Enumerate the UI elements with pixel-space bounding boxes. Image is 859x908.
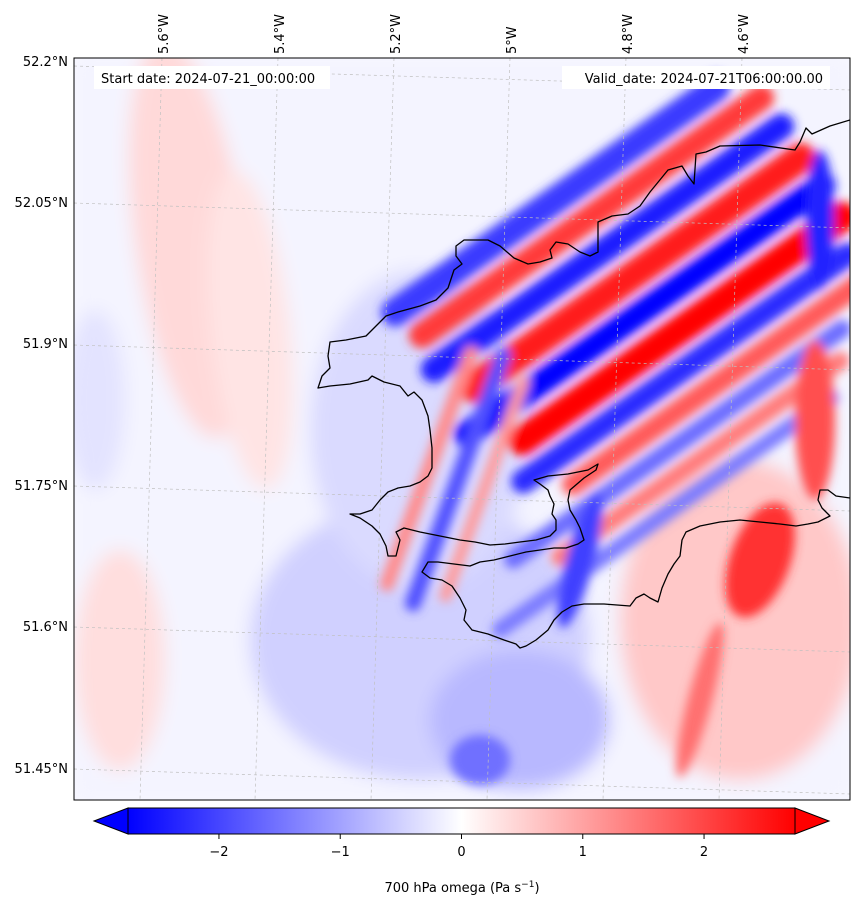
map-panel: Start date: 2024-07-21_00:00:00 Valid_da…	[73, 57, 851, 801]
lon-tick-label: 5.4°W	[273, 14, 288, 54]
wave-band-ascent-2	[420, 113, 795, 383]
south-ascent-streak-2	[450, 735, 510, 785]
lon-tick-label: 4.8°W	[621, 14, 636, 54]
central-band-descent-2	[439, 375, 530, 603]
colorbar-tick-label: −1	[331, 845, 350, 860]
lat-tick-label: 52.05°N	[15, 196, 68, 211]
wave-band-descent-1	[408, 84, 775, 349]
wave-band-descent-3	[507, 201, 850, 456]
colorbar-tick-label: −2	[209, 845, 228, 860]
lon-tick-label: 5.2°W	[389, 14, 404, 54]
wave-band-descent-4	[561, 268, 850, 496]
colorbar-extend-min	[92, 807, 129, 835]
lat-tick-label: 51.9°N	[23, 337, 68, 352]
lon-tick-labels: 5.6°W 5.4°W 5.2°W 5°W 4.8°W 4.6°W	[157, 14, 752, 54]
lon-tick-label: 5.6°W	[157, 14, 172, 54]
colorbar-tick-label: 2	[700, 845, 708, 860]
west-descent-band-2	[206, 170, 294, 490]
colorbar-label-close: )	[534, 881, 539, 896]
gridlines	[74, 58, 850, 800]
lat-tick-label: 52.2°N	[23, 55, 68, 70]
colorbar-tick-label: 0	[457, 845, 465, 860]
coastline	[317, 119, 850, 649]
central-band-descent	[379, 346, 479, 592]
east-edge-ascent	[806, 150, 834, 290]
west-ascent-patch	[74, 310, 125, 490]
coastline-north	[317, 119, 850, 649]
map-frame	[73, 57, 851, 801]
wave-band-descent-2	[458, 142, 816, 403]
wave-band-ascent-4	[511, 242, 850, 494]
east-edge-descent	[795, 340, 835, 500]
start-date-text: Start date: 2024-07-21_00:00:00	[101, 72, 315, 87]
lat-tick-label: 51.75°N	[15, 479, 68, 494]
southwest-descent-patch	[75, 550, 165, 770]
valid-date-text: Valid_date: 2024-07-21T06:00:00.00	[585, 72, 823, 87]
colorbar-tick-label: 1	[579, 845, 587, 860]
lat-tick-label: 51.45°N	[15, 762, 68, 777]
colorbar-gradient	[128, 808, 795, 834]
lat-tick-label: 51.6°N	[23, 620, 68, 635]
lon-tick-label: 4.6°W	[737, 14, 752, 54]
colorbar-extend-max	[794, 807, 831, 835]
wave-band-descent-5	[551, 351, 850, 567]
colorbar: −2 −1 0 1 2 700 hPa omega (Pa s−1)	[92, 807, 831, 896]
southeast-descent-region	[620, 460, 850, 780]
central-band-ascent	[404, 347, 512, 612]
colorbar-ticks: −2 −1 0 1 2	[209, 834, 708, 860]
omega-field	[74, 58, 850, 800]
south-descent-streak	[676, 622, 724, 778]
valid-date-box	[562, 66, 830, 89]
lat-tick-labels: 52.2°N 52.05°N 51.9°N 51.75°N 51.6°N 51.…	[15, 55, 68, 777]
wave-band-ascent-1	[381, 73, 731, 327]
lon-tick-label: 5°W	[505, 26, 520, 54]
south-ascent-streak	[557, 492, 603, 628]
colorbar-label-main: 700 hPa omega (Pa s	[384, 881, 521, 896]
colorbar-label: 700 hPa omega (Pa s−1)	[384, 880, 539, 896]
colorbar-label-exponent: −1	[521, 880, 534, 890]
start-date-box	[94, 66, 330, 89]
southeast-descent-core	[725, 502, 795, 618]
wave-band-ascent-3	[453, 172, 836, 448]
